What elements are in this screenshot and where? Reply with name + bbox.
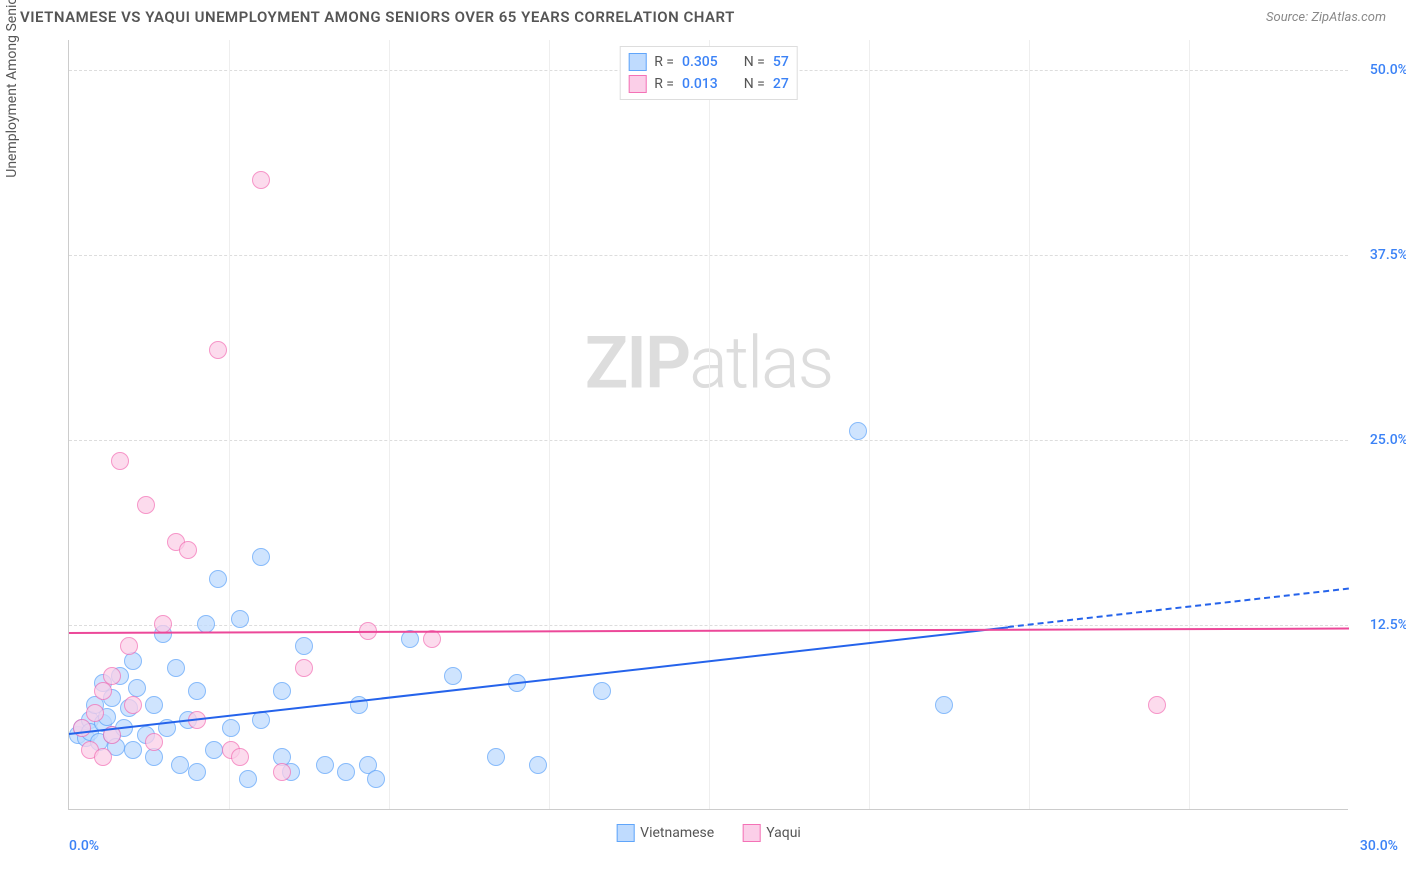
data-point [154, 615, 172, 633]
n-label: N = [744, 76, 765, 92]
regression-line [69, 626, 1008, 735]
grid-line-v [869, 40, 870, 809]
grid-line-v [229, 40, 230, 809]
data-point [120, 637, 138, 655]
data-point [273, 763, 291, 781]
data-point [111, 452, 129, 470]
data-point [231, 748, 249, 766]
data-point [145, 696, 163, 714]
chart-title: VIETNAMESE VS YAQUI UNEMPLOYMENT AMONG S… [20, 8, 735, 26]
data-point [487, 748, 505, 766]
y-tick-label: 25.0% [1370, 432, 1406, 448]
data-point [167, 659, 185, 677]
legend-swatch [616, 824, 634, 842]
legend-row: R = 0.305 N = 57 [628, 51, 789, 73]
data-point [444, 667, 462, 685]
data-point [252, 171, 270, 189]
data-point [337, 763, 355, 781]
data-point [222, 719, 240, 737]
legend-swatch [628, 53, 646, 71]
data-point [252, 548, 270, 566]
correlation-legend: R = 0.305 N = 57 R = 0.013 N = 27 [619, 46, 798, 100]
data-point [188, 682, 206, 700]
title-bar: VIETNAMESE VS YAQUI UNEMPLOYMENT AMONG S… [0, 0, 1406, 30]
data-point [231, 610, 249, 628]
n-value: 27 [773, 76, 789, 92]
data-point [209, 570, 227, 588]
data-point [124, 741, 142, 759]
data-point [145, 733, 163, 751]
r-label: R = [654, 54, 674, 70]
data-point [239, 770, 257, 788]
source-attribution: Source: ZipAtlas.com [1266, 10, 1386, 25]
legend-label: Yaqui [766, 825, 801, 841]
data-point [849, 422, 867, 440]
source-label: Source: [1266, 10, 1308, 25]
r-value: 0.013 [682, 76, 718, 92]
data-point [94, 748, 112, 766]
r-label: R = [654, 76, 674, 92]
legend-row: R = 0.013 N = 27 [628, 73, 789, 95]
regression-line-extrapolated [1008, 588, 1350, 628]
grid-line-v [1029, 40, 1030, 809]
grid-line-v [709, 40, 710, 809]
grid-line-v [549, 40, 550, 809]
source-value: ZipAtlas.com [1311, 10, 1386, 25]
y-tick-label: 50.0% [1370, 62, 1406, 78]
data-point [273, 682, 291, 700]
watermark-bold: ZIP [585, 320, 689, 405]
y-tick-label: 12.5% [1370, 617, 1406, 633]
y-axis-label: Unemployment Among Seniors over 65 years [4, 0, 20, 178]
y-tick-label: 37.5% [1370, 247, 1406, 263]
watermark-light: atlas [689, 320, 832, 405]
r-value: 0.305 [682, 54, 718, 70]
data-point [367, 770, 385, 788]
n-value: 57 [773, 54, 789, 70]
legend-label: Vietnamese [640, 825, 714, 841]
data-point [593, 682, 611, 700]
data-point [209, 341, 227, 359]
data-point [171, 756, 189, 774]
data-point [529, 756, 547, 774]
scatter-plot: ZIPatlas R =0.305N =57R =0.013N =27 12.5… [68, 40, 1348, 810]
data-point [295, 659, 313, 677]
x-min-label: 0.0% [69, 838, 99, 854]
grid-line-v [389, 40, 390, 809]
n-label: N = [744, 54, 765, 70]
x-max-label: 30.0% [1360, 838, 1398, 854]
data-point [103, 667, 121, 685]
data-point [86, 704, 104, 722]
grid-line-v [1189, 40, 1190, 809]
legend-item: Yaqui [742, 824, 801, 842]
data-point [295, 637, 313, 655]
data-point [188, 763, 206, 781]
data-point [316, 756, 334, 774]
legend-swatch [742, 824, 760, 842]
data-point [205, 741, 223, 759]
data-point [197, 615, 215, 633]
legend-item: Vietnamese [616, 824, 714, 842]
data-point [179, 541, 197, 559]
series-legend: Vietnamese Yaqui [616, 824, 801, 842]
data-point [124, 696, 142, 714]
data-point [935, 696, 953, 714]
data-point [1148, 696, 1166, 714]
data-point [128, 679, 146, 697]
data-point [137, 496, 155, 514]
legend-swatch [628, 75, 646, 93]
